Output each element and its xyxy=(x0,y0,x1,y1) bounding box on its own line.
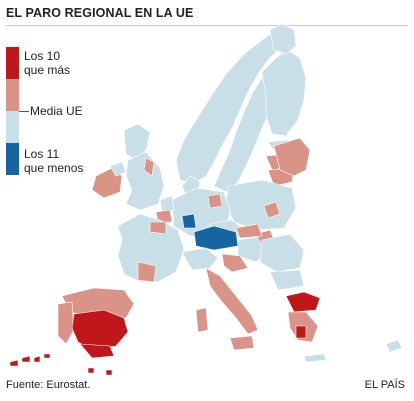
region-greece-west xyxy=(295,325,307,339)
region-belgium xyxy=(155,209,173,223)
legend-swatch-below xyxy=(6,111,19,143)
region-netherlands xyxy=(159,195,175,213)
region-andalucia xyxy=(79,343,115,359)
region-bavaria-east xyxy=(181,213,197,229)
region-poland xyxy=(225,179,297,231)
region-canarias-2 xyxy=(21,355,31,363)
region-uk-north-east xyxy=(143,157,155,177)
region-scotland xyxy=(123,123,151,161)
region-canarias-3 xyxy=(33,355,41,363)
region-baltic-east xyxy=(273,137,311,177)
region-melilla xyxy=(105,369,113,376)
title-divider xyxy=(6,25,408,26)
region-sicily xyxy=(229,335,255,351)
publisher-credit: EL PAÍS xyxy=(364,379,405,391)
region-finland-north xyxy=(269,23,297,55)
legend-swatch-top10 xyxy=(6,47,19,79)
region-ceuta xyxy=(87,367,95,374)
region-portugal xyxy=(57,301,75,345)
legend-label-bottom11: Los 11 que menos xyxy=(24,147,84,175)
legend-swatch-bottom11 xyxy=(6,143,19,175)
region-sardinia xyxy=(195,307,209,333)
region-france-north xyxy=(149,221,167,235)
region-cyprus xyxy=(385,339,403,353)
region-france xyxy=(117,213,185,283)
region-spain-north xyxy=(61,287,135,319)
region-northern-ireland xyxy=(109,161,127,177)
region-greece-north xyxy=(285,291,321,313)
region-romania xyxy=(259,233,305,273)
region-crete xyxy=(303,353,327,363)
legend-label-media: Media UE xyxy=(30,104,83,118)
region-slovakia xyxy=(235,223,263,239)
region-england xyxy=(125,151,165,211)
source-note: Fuente: Eurostat. xyxy=(6,379,91,391)
region-canarias-1 xyxy=(9,359,19,367)
region-bulgaria xyxy=(269,269,305,291)
region-poland-south xyxy=(263,201,281,219)
region-germany-east xyxy=(207,193,223,209)
legend-label-top10: Los 10 que más xyxy=(24,49,71,77)
region-italy-north xyxy=(181,247,219,271)
region-finland xyxy=(261,49,307,137)
region-canarias-4 xyxy=(43,353,51,359)
region-france-south xyxy=(137,261,157,283)
map-title: EL PARO REGIONAL EN LA UE xyxy=(6,6,194,20)
region-italy xyxy=(205,267,259,335)
legend-swatch-above xyxy=(6,79,19,111)
legend-media-line xyxy=(19,111,29,112)
region-spain-south xyxy=(71,309,129,351)
region-croatia xyxy=(221,253,249,273)
